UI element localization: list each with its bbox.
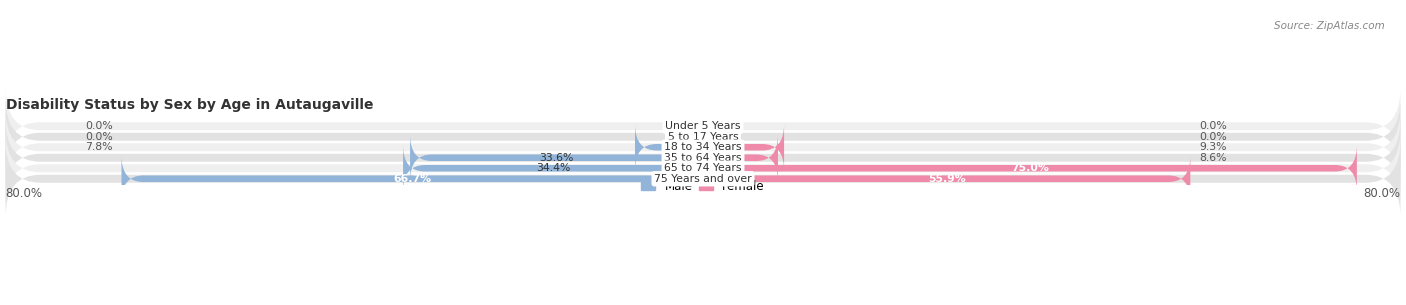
FancyBboxPatch shape: [6, 120, 1400, 196]
Text: 75.0%: 75.0%: [1011, 163, 1049, 173]
Text: 0.0%: 0.0%: [84, 132, 112, 142]
Text: 0.0%: 0.0%: [84, 121, 112, 131]
FancyBboxPatch shape: [703, 156, 1191, 202]
Text: 80.0%: 80.0%: [6, 187, 42, 200]
Text: 35 to 64 Years: 35 to 64 Years: [664, 153, 742, 163]
Text: 55.9%: 55.9%: [928, 174, 966, 184]
Text: 0.0%: 0.0%: [1199, 121, 1227, 131]
FancyBboxPatch shape: [672, 103, 703, 149]
FancyBboxPatch shape: [6, 109, 1400, 185]
Text: 33.6%: 33.6%: [540, 153, 574, 163]
Text: Source: ZipAtlas.com: Source: ZipAtlas.com: [1274, 21, 1385, 31]
FancyBboxPatch shape: [411, 135, 703, 181]
Text: 65 to 74 Years: 65 to 74 Years: [664, 163, 742, 173]
FancyBboxPatch shape: [703, 124, 785, 170]
FancyBboxPatch shape: [121, 156, 703, 202]
Text: Under 5 Years: Under 5 Years: [665, 121, 741, 131]
Text: Disability Status by Sex by Age in Autaugaville: Disability Status by Sex by Age in Autau…: [6, 98, 373, 112]
FancyBboxPatch shape: [6, 99, 1400, 175]
Text: 7.8%: 7.8%: [86, 142, 112, 152]
FancyBboxPatch shape: [703, 114, 734, 160]
FancyBboxPatch shape: [703, 135, 778, 181]
FancyBboxPatch shape: [672, 114, 703, 160]
Text: 5 to 17 Years: 5 to 17 Years: [668, 132, 738, 142]
Text: 18 to 34 Years: 18 to 34 Years: [664, 142, 742, 152]
Text: 8.6%: 8.6%: [1199, 153, 1226, 163]
FancyBboxPatch shape: [6, 88, 1400, 164]
FancyBboxPatch shape: [636, 124, 703, 170]
Text: 0.0%: 0.0%: [1199, 132, 1227, 142]
FancyBboxPatch shape: [703, 103, 734, 149]
FancyBboxPatch shape: [6, 130, 1400, 206]
Text: 66.7%: 66.7%: [394, 174, 432, 184]
FancyBboxPatch shape: [703, 145, 1357, 191]
Text: 9.3%: 9.3%: [1199, 142, 1226, 152]
Legend: Male, Female: Male, Female: [637, 175, 769, 197]
FancyBboxPatch shape: [404, 145, 703, 191]
Text: 80.0%: 80.0%: [1364, 187, 1400, 200]
FancyBboxPatch shape: [6, 141, 1400, 217]
Text: 34.4%: 34.4%: [536, 163, 571, 173]
Text: 75 Years and over: 75 Years and over: [654, 174, 752, 184]
